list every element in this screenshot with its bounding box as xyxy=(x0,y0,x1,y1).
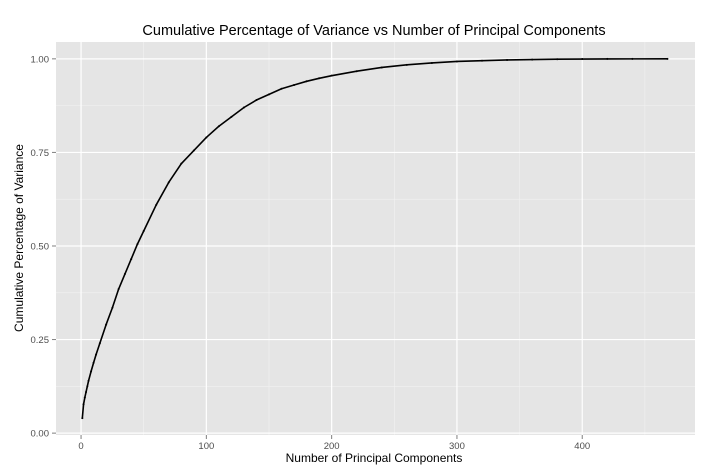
data-point xyxy=(481,59,483,62)
data-point xyxy=(380,66,383,69)
tick-labels: 0 100 200 300 400 0.00 0.25 0.50 0.75 1.00 xyxy=(31,54,591,452)
data-point xyxy=(86,385,89,388)
minor-gridlines xyxy=(56,42,695,435)
chart-title: Cumulative Percentage of Variance vs Num… xyxy=(142,23,605,39)
series-group xyxy=(81,57,669,420)
data-point xyxy=(105,323,108,326)
y-tick-label: 0.75 xyxy=(31,148,50,159)
x-tick-label: 200 xyxy=(324,441,340,452)
y-tick-label: 0.25 xyxy=(31,335,50,346)
data-point xyxy=(167,181,170,184)
data-point xyxy=(98,342,101,345)
data-point xyxy=(155,203,158,206)
x-axis-label: Number of Principal Components xyxy=(286,451,463,465)
data-point xyxy=(117,288,120,291)
data-point xyxy=(330,74,333,77)
data-point xyxy=(85,390,88,393)
data-point xyxy=(255,99,258,102)
data-point xyxy=(293,84,296,87)
data-point xyxy=(130,258,133,261)
data-point xyxy=(606,57,609,60)
data-point xyxy=(192,149,195,152)
data-point xyxy=(242,106,245,109)
axis-ticks xyxy=(52,58,583,439)
x-tick-label: 300 xyxy=(449,441,465,452)
data-point xyxy=(355,70,358,73)
data-point xyxy=(666,57,669,60)
data-point xyxy=(230,115,233,118)
x-tick-label: 0 xyxy=(78,441,83,452)
x-tick-label: 100 xyxy=(198,441,214,452)
data-point xyxy=(82,403,85,406)
data-point xyxy=(180,162,183,165)
data-point xyxy=(280,87,283,90)
data-point xyxy=(90,370,93,373)
y-axis-label: Cumulative Percentage of Variance xyxy=(12,144,26,332)
data-point xyxy=(405,63,408,66)
data-point xyxy=(83,396,86,399)
data-point xyxy=(205,136,208,139)
x-tick-label: 400 xyxy=(574,441,590,452)
data-point xyxy=(631,57,634,60)
data-point xyxy=(111,306,114,309)
data-point xyxy=(531,58,534,61)
data-point xyxy=(123,273,126,276)
data-point xyxy=(87,379,90,382)
data-point xyxy=(217,125,220,128)
major-gridlines xyxy=(56,42,695,435)
data-point xyxy=(305,80,308,83)
data-point xyxy=(95,353,98,356)
data-point xyxy=(581,58,584,61)
y-tick-label: 0.50 xyxy=(31,241,50,252)
data-point xyxy=(430,61,433,64)
y-tick-label: 1.00 xyxy=(31,54,50,65)
plot-panel xyxy=(56,42,695,435)
y-tick-label: 0.00 xyxy=(31,429,50,440)
data-point xyxy=(455,60,458,63)
data-point xyxy=(92,361,95,364)
data-point xyxy=(268,93,270,96)
data-point xyxy=(318,77,321,80)
data-point xyxy=(506,58,509,61)
data-point xyxy=(81,417,84,420)
data-point xyxy=(142,230,145,233)
data-point xyxy=(136,243,139,246)
data-point xyxy=(556,58,559,61)
